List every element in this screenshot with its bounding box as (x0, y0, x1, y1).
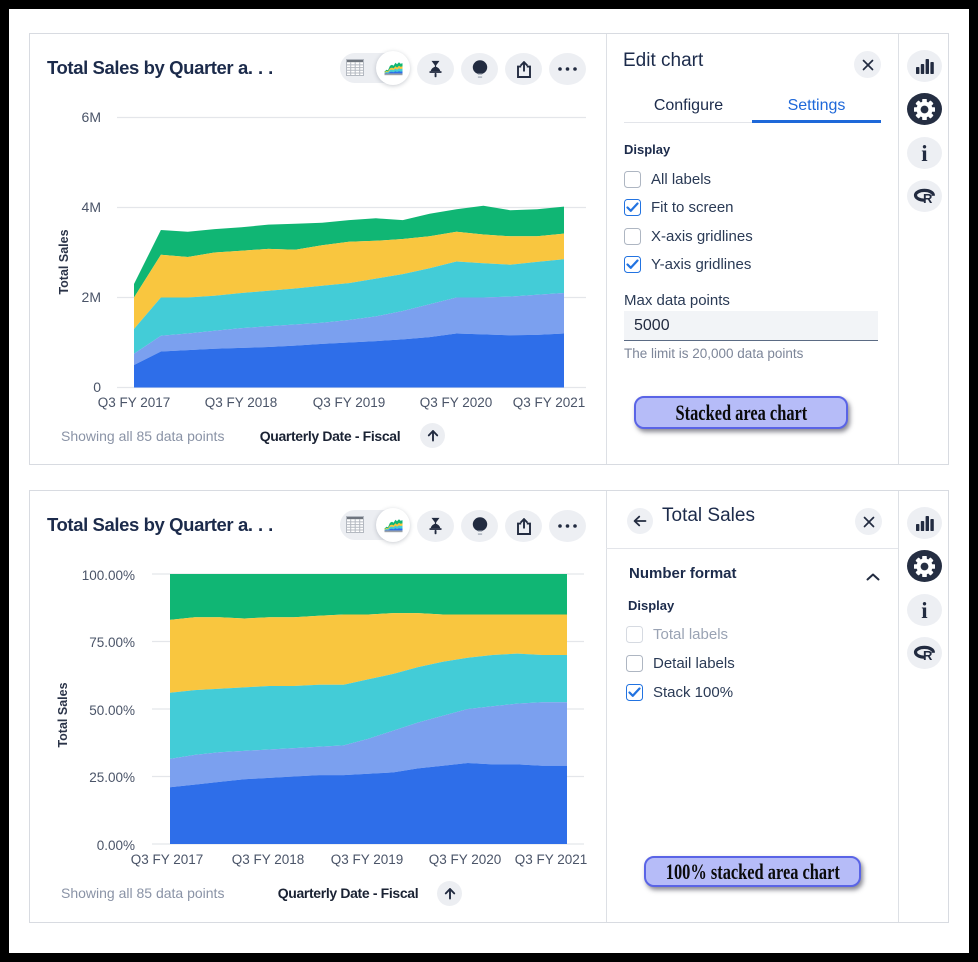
svg-text:R: R (923, 191, 933, 205)
svg-text:R: R (923, 648, 933, 662)
